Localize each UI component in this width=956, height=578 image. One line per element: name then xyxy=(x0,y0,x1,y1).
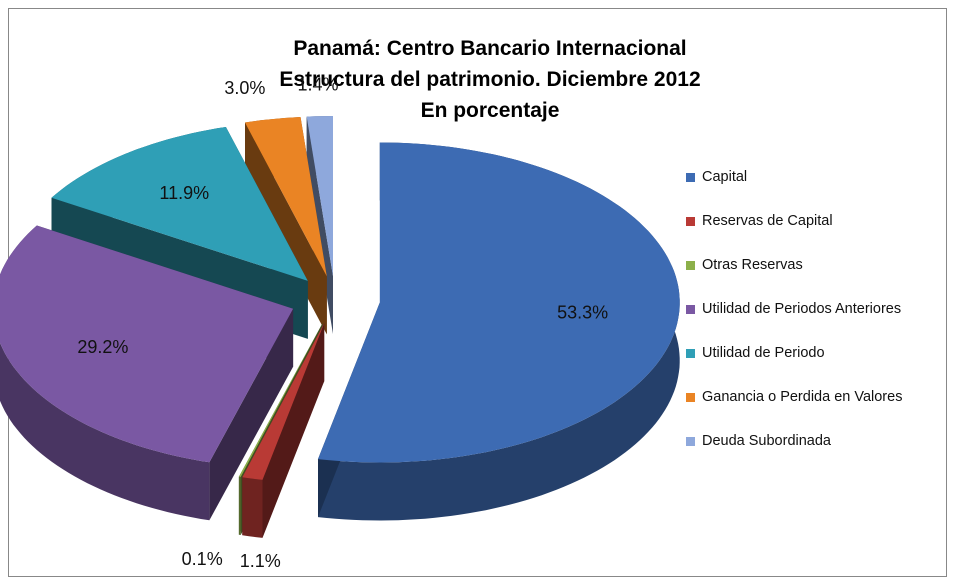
legend-item: Otras Reservas xyxy=(686,256,916,300)
legend-label: Ganancia o Perdida en Valores xyxy=(702,389,903,405)
legend-label: Utilidad de Periodos Anteriores xyxy=(702,301,902,317)
data-label: 53.3% xyxy=(557,302,608,322)
legend-item: Utilidad de Periodo xyxy=(686,344,916,388)
legend-item: Utilidad de Periodos Anteriores xyxy=(686,300,916,344)
legend-item: Ganancia o Perdida en Valores xyxy=(686,388,916,432)
legend-swatch xyxy=(686,393,695,402)
pie-side xyxy=(0,225,210,521)
legend-swatch xyxy=(686,305,695,314)
pie-side xyxy=(238,476,241,535)
legend-label: Utilidad de Periodo xyxy=(702,345,825,361)
legend-label: Capital xyxy=(702,169,748,185)
legend-label: Reservas de Capital xyxy=(702,213,833,229)
legend-item: Deuda Subordinada xyxy=(686,432,916,476)
pie-slice xyxy=(0,225,294,463)
data-label: 29.2% xyxy=(77,337,128,357)
chart-title: Estructura del patrimonio. Diciembre 201… xyxy=(279,68,700,91)
legend-label: Deuda Subordinada xyxy=(702,433,831,449)
chart-title: En porcentaje xyxy=(421,99,560,122)
legend-swatch xyxy=(686,217,695,226)
pie-slice xyxy=(318,142,680,463)
pie-slice xyxy=(242,323,325,480)
legend-swatch xyxy=(686,173,695,182)
legend-label: Otras Reservas xyxy=(702,257,803,273)
legend-swatch xyxy=(686,437,695,446)
data-label: 1.1% xyxy=(240,551,281,571)
pie-slice xyxy=(51,127,308,281)
data-label: 11.9% xyxy=(159,183,209,203)
pie-side xyxy=(242,477,263,538)
data-label: 3.0% xyxy=(224,78,265,98)
legend-item: Reservas de Capital xyxy=(686,212,916,256)
legend-swatch xyxy=(686,261,695,270)
pie-side xyxy=(209,308,294,521)
legend-swatch xyxy=(686,349,695,358)
pie-slice xyxy=(238,323,323,477)
pie-side xyxy=(262,323,325,538)
pie-slice xyxy=(306,116,333,276)
legend: Capital Reservas de Capital Otras Reservas… xyxy=(686,168,916,476)
chart-title: Panamá: Centro Bancario Internacional xyxy=(293,37,686,60)
pie-slice xyxy=(245,117,327,277)
data-label: 1.4% xyxy=(297,75,338,95)
legend-item: Capital xyxy=(686,168,916,212)
data-label: 0.1% xyxy=(182,549,223,569)
